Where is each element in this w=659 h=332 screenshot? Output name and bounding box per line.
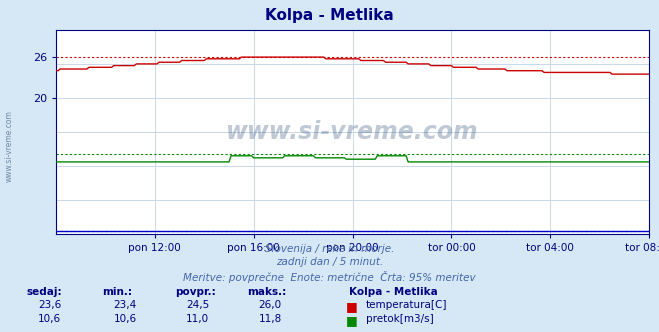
Text: Meritve: povprečne  Enote: metrične  Črta: 95% meritev: Meritve: povprečne Enote: metrične Črta:… — [183, 271, 476, 283]
Text: www.si-vreme.com: www.si-vreme.com — [226, 120, 479, 144]
Text: 10,6: 10,6 — [38, 314, 61, 324]
Text: ■: ■ — [346, 314, 358, 327]
Text: 10,6: 10,6 — [113, 314, 137, 324]
Text: maks.:: maks.: — [247, 287, 287, 297]
Text: pretok[m3/s]: pretok[m3/s] — [366, 314, 434, 324]
Text: temperatura[C]: temperatura[C] — [366, 300, 447, 310]
Text: min.:: min.: — [102, 287, 132, 297]
Text: ■: ■ — [346, 300, 358, 313]
Text: zadnji dan / 5 minut.: zadnji dan / 5 minut. — [276, 257, 383, 267]
Text: www.si-vreme.com: www.si-vreme.com — [5, 110, 14, 182]
Text: 11,0: 11,0 — [186, 314, 210, 324]
Text: Kolpa - Metlika: Kolpa - Metlika — [349, 287, 438, 297]
Text: 11,8: 11,8 — [258, 314, 282, 324]
Text: 24,5: 24,5 — [186, 300, 210, 310]
Text: 23,6: 23,6 — [38, 300, 61, 310]
Text: povpr.:: povpr.: — [175, 287, 215, 297]
Text: sedaj:: sedaj: — [26, 287, 62, 297]
Text: 23,4: 23,4 — [113, 300, 137, 310]
Text: Slovenija / reke in morje.: Slovenija / reke in morje. — [265, 244, 394, 254]
Text: 26,0: 26,0 — [258, 300, 282, 310]
Text: Kolpa - Metlika: Kolpa - Metlika — [265, 8, 394, 23]
